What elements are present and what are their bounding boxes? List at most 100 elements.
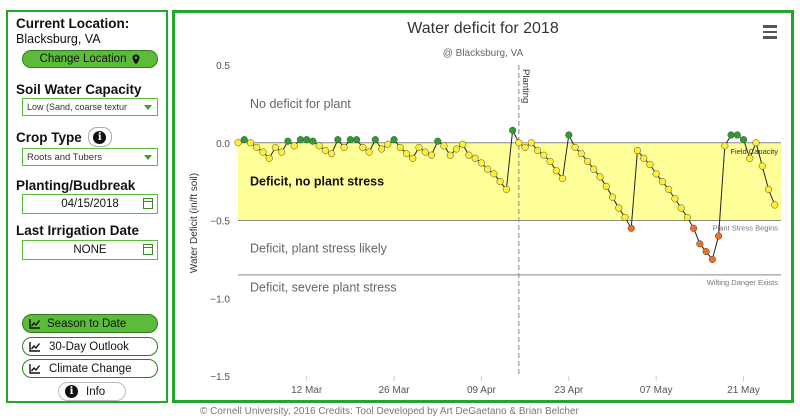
data-point — [278, 148, 286, 156]
data-point — [521, 143, 529, 151]
zone-label: No deficit for plant — [250, 97, 351, 111]
location-value: Blacksburg, VA — [16, 32, 101, 46]
data-point — [752, 139, 760, 147]
data-point — [315, 142, 323, 150]
info-button[interactable]: i Info — [58, 382, 126, 401]
data-point — [340, 143, 348, 151]
zone-label: Deficit, no plant stress — [250, 175, 384, 189]
data-point — [321, 146, 329, 155]
planting-label: Planting — [520, 69, 531, 103]
data-point — [346, 136, 354, 144]
data-point — [740, 136, 748, 144]
calendar-icon[interactable] — [143, 198, 153, 209]
line-chart-icon — [29, 318, 41, 329]
x-tick-label: 09 Apr — [467, 385, 497, 396]
outlook-button[interactable]: 30-Day Outlook — [22, 337, 158, 356]
chevron-down-icon — [144, 155, 152, 160]
data-point — [402, 150, 411, 158]
data-point — [334, 136, 342, 144]
data-point — [259, 148, 267, 156]
data-point — [452, 145, 460, 153]
data-point — [265, 154, 273, 162]
threshold-label-field-capacity: Field Capacity — [730, 147, 778, 156]
data-point — [471, 154, 479, 162]
data-point — [559, 174, 567, 183]
data-point — [440, 142, 448, 150]
irrigation-date-input[interactable]: NONE — [22, 240, 158, 260]
data-point — [534, 146, 542, 155]
data-point — [683, 213, 691, 221]
sidebar: Current Location: Blacksburg, VA Change … — [6, 10, 168, 403]
data-point — [733, 131, 741, 139]
data-point — [615, 204, 623, 212]
data-point — [771, 201, 779, 209]
planting-label: Planting/Budbreak — [16, 178, 136, 193]
data-point — [246, 139, 255, 147]
data-point — [253, 143, 261, 151]
data-point — [602, 182, 610, 190]
data-point — [608, 193, 617, 201]
map-pin-icon — [132, 54, 140, 64]
chevron-down-icon — [144, 105, 152, 110]
data-point — [390, 136, 398, 144]
x-tick-label: 23 Apr — [554, 385, 584, 396]
y-tick-label: −1.0 — [210, 294, 230, 305]
data-point — [702, 248, 710, 256]
climate-change-button[interactable]: Climate Change — [22, 359, 158, 378]
data-point — [353, 136, 361, 144]
crop-info-button[interactable]: i — [87, 127, 112, 147]
data-point — [284, 137, 292, 145]
data-point — [665, 185, 673, 193]
data-point — [427, 151, 436, 159]
data-point — [484, 165, 492, 173]
data-point — [434, 137, 442, 145]
climate-change-label: Climate Change — [49, 362, 132, 375]
data-point — [271, 143, 279, 151]
data-point — [690, 224, 698, 232]
data-point — [758, 162, 766, 170]
data-point — [384, 140, 392, 148]
data-point — [590, 165, 598, 173]
chart-panel: Water deficit for 2018 @ Blacksburg, VA … — [172, 10, 794, 403]
water-deficit-chart: Water Deficit (in/ft soil) 0.5 0.0 −0.5 −1.… — [189, 61, 781, 396]
data-point — [409, 154, 417, 162]
data-point — [565, 131, 573, 139]
data-point — [696, 240, 704, 248]
line-chart-icon — [29, 363, 41, 374]
data-point — [465, 151, 473, 159]
data-point — [378, 145, 386, 153]
data-point — [764, 185, 773, 193]
soil-capacity-select[interactable]: Low (Sand, coarse textur — [22, 98, 158, 116]
x-tick-label: 12 Mar — [291, 385, 323, 396]
data-point — [234, 139, 242, 147]
hamburger-menu-icon[interactable] — [763, 25, 777, 42]
data-point — [646, 160, 654, 169]
data-point — [359, 143, 367, 151]
data-point — [446, 151, 454, 159]
threshold-label-plant-stress: Plant Stress Begins — [713, 224, 779, 233]
season-to-date-button[interactable]: Season to Date — [22, 314, 158, 333]
data-point — [640, 154, 648, 162]
data-point — [365, 148, 373, 156]
data-point — [371, 136, 379, 144]
x-tick-label: 21 May — [727, 385, 760, 396]
data-point — [502, 185, 510, 193]
calendar-icon[interactable] — [143, 244, 153, 255]
crop-type-select[interactable]: Roots and Tubers — [22, 148, 158, 166]
data-point — [415, 143, 423, 151]
data-point — [477, 159, 485, 167]
data-point — [627, 224, 635, 232]
zone-label: Deficit, plant stress likely — [250, 241, 388, 255]
data-point — [421, 148, 429, 156]
data-point — [727, 131, 735, 139]
data-point — [515, 139, 523, 147]
data-point — [652, 170, 660, 178]
data-point — [715, 232, 723, 240]
change-location-button[interactable]: Change Location — [22, 50, 158, 68]
info-icon: i — [65, 385, 78, 398]
data-point — [571, 143, 579, 151]
planting-date-input[interactable]: 04/15/2018 — [22, 194, 158, 214]
data-point — [303, 136, 311, 144]
data-point — [677, 204, 685, 212]
data-point — [296, 136, 304, 144]
